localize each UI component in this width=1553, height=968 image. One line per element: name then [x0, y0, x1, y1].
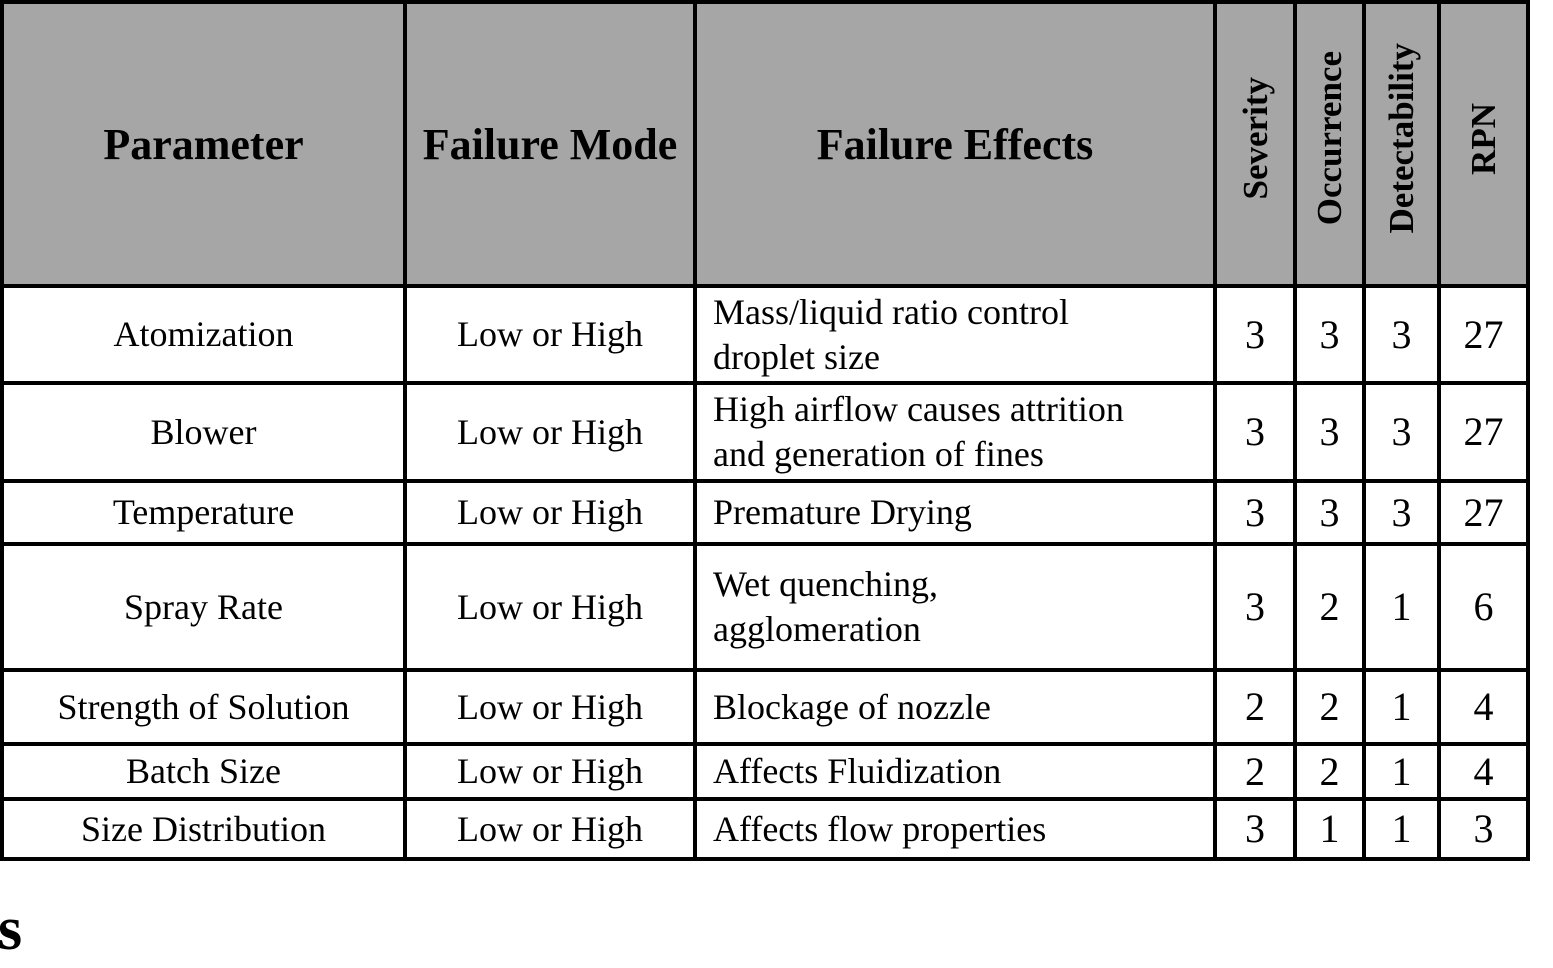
table-row: Size Distribution Low or High Affects fl…: [0, 797, 1530, 861]
column-header-severity: Severity: [1213, 0, 1297, 288]
cell-rpn: 4: [1437, 742, 1530, 801]
cell-failure-effects: Affects Fluidization: [693, 742, 1217, 801]
cell-occurrence: 2: [1293, 668, 1366, 746]
cell-failure-mode: Low or High: [403, 479, 697, 546]
cell-detectability: 1: [1362, 742, 1441, 801]
cell-failure-mode: Low or High: [403, 797, 697, 861]
cell-failure-effects: Wet quenching, agglomeration: [693, 542, 1217, 672]
cell-severity: 2: [1213, 742, 1297, 801]
cropped-text-fragment: s: [0, 895, 23, 963]
table-row: Batch Size Low or High Affects Fluidizat…: [0, 742, 1530, 801]
column-header-parameter-label: Parameter: [103, 119, 304, 169]
column-header-parameter: Parameter: [0, 0, 407, 288]
column-header-occurrence-label: Occurrence: [1310, 51, 1349, 226]
cell-detectability: 3: [1362, 284, 1441, 385]
cell-detectability: 3: [1362, 479, 1441, 546]
column-header-severity-label: Severity: [1235, 77, 1275, 200]
cell-rpn: 6: [1437, 542, 1530, 672]
cell-failure-mode: Low or High: [403, 381, 697, 483]
cell-failure-effects: Blockage of nozzle: [693, 668, 1217, 746]
column-header-failure-mode-label: Failure Mode: [422, 119, 678, 169]
cell-failure-effects: Mass/liquid ratio control droplet size: [693, 284, 1217, 385]
column-header-detectability: Detectability: [1362, 0, 1441, 288]
cell-failure-effects: High airflow causes attrition and genera…: [693, 381, 1217, 483]
column-header-occurrence: Occurrence: [1293, 0, 1366, 288]
cell-rpn: 4: [1437, 668, 1530, 746]
column-header-failure-effects: Failure Effects: [693, 0, 1217, 288]
column-header-failure-mode: Failure Mode: [403, 0, 697, 288]
cell-severity: 3: [1213, 284, 1297, 385]
cell-rpn: 3: [1437, 797, 1530, 861]
cell-parameter: Batch Size: [0, 742, 407, 801]
cell-failure-mode: Low or High: [403, 542, 697, 672]
cell-detectability: 1: [1362, 542, 1441, 672]
cell-occurrence: 2: [1293, 542, 1366, 672]
table-row: Temperature Low or High Premature Drying…: [0, 479, 1530, 546]
cell-severity: 3: [1213, 381, 1297, 483]
cell-failure-mode: Low or High: [403, 284, 697, 385]
column-header-rpn-label: RPN: [1464, 102, 1503, 175]
cell-detectability: 1: [1362, 797, 1441, 861]
cell-severity: 3: [1213, 542, 1297, 672]
cell-occurrence: 3: [1293, 479, 1366, 546]
cell-rpn: 27: [1437, 284, 1530, 385]
cell-parameter: Atomization: [0, 284, 407, 385]
cell-detectability: 3: [1362, 381, 1441, 483]
table-row: Blower Low or High High airflow causes a…: [0, 381, 1530, 483]
cell-parameter: Temperature: [0, 479, 407, 546]
cell-rpn: 27: [1437, 479, 1530, 546]
header-row: Parameter Failure Mode Failure Effects S…: [0, 0, 1530, 288]
table-row: Atomization Low or High Mass/liquid rati…: [0, 284, 1530, 385]
table-row: Strength of Solution Low or High Blockag…: [0, 668, 1530, 746]
cell-failure-mode: Low or High: [403, 742, 697, 801]
cell-failure-effects: Affects flow properties: [693, 797, 1217, 861]
cell-severity: 3: [1213, 797, 1297, 861]
cell-failure-effects: Premature Drying: [693, 479, 1217, 546]
cell-rpn: 27: [1437, 381, 1530, 483]
cell-parameter: Size Distribution: [0, 797, 407, 861]
cell-failure-mode: Low or High: [403, 668, 697, 746]
column-header-failure-effects-label: Failure Effects: [816, 119, 1094, 169]
fmea-table: Parameter Failure Mode Failure Effects S…: [0, 0, 1530, 861]
column-header-rpn: RPN: [1437, 0, 1530, 288]
cell-parameter: Spray Rate: [0, 542, 407, 672]
cell-detectability: 1: [1362, 668, 1441, 746]
column-header-detectability-label: Detectability: [1382, 43, 1421, 234]
cell-severity: 3: [1213, 479, 1297, 546]
cell-occurrence: 3: [1293, 284, 1366, 385]
cell-occurrence: 2: [1293, 742, 1366, 801]
cell-parameter: Strength of Solution: [0, 668, 407, 746]
cell-occurrence: 3: [1293, 381, 1366, 483]
cell-parameter: Blower: [0, 381, 407, 483]
table-row: Spray Rate Low or High Wet quenching, ag…: [0, 542, 1530, 672]
cell-occurrence: 1: [1293, 797, 1366, 861]
cell-severity: 2: [1213, 668, 1297, 746]
